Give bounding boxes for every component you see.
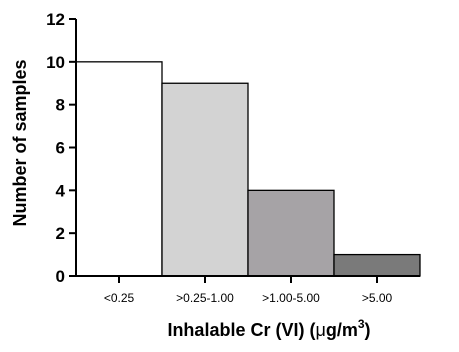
x-axis-title: Inhalable Cr (VI) (μg/m3) [167,317,370,340]
x-tick-label-1: >0.25-1.00 [176,291,234,305]
bar-0 [75,61,163,277]
bar-1 [161,82,249,277]
x-tick-label-2: >1.00-5.00 [262,291,320,305]
bars-group [75,61,421,277]
x-axis-title-superscript: 3 [358,317,365,331]
x-tick-label-0: <0.25 [104,291,135,305]
x-axis: <0.25 >0.25-1.00 >1.00-5.00 >5.00 [75,275,420,305]
y-tick-label-10: 10 [46,53,65,72]
y-axis: 0 2 4 6 8 10 12 [46,10,77,286]
y-tick-label-6: 6 [56,139,65,158]
x-axis-title-suffix: ) [365,320,371,340]
bar-3 [333,253,421,277]
y-axis-title: Number of samples [10,59,30,226]
bar-2 [247,189,335,277]
x-axis-title-prefix: Inhalable Cr (VI) ( [167,320,315,340]
y-tick-label-8: 8 [56,96,65,115]
y-tick-label-12: 12 [46,10,65,29]
y-tick-label-0: 0 [56,267,65,286]
y-tick-label-2: 2 [56,224,65,243]
x-tick-label-3: >5.00 [362,291,393,305]
y-tick-label-4: 4 [56,181,66,200]
x-axis-title-unit: g/m [326,320,358,340]
x-axis-title-mu: μ [315,320,325,340]
